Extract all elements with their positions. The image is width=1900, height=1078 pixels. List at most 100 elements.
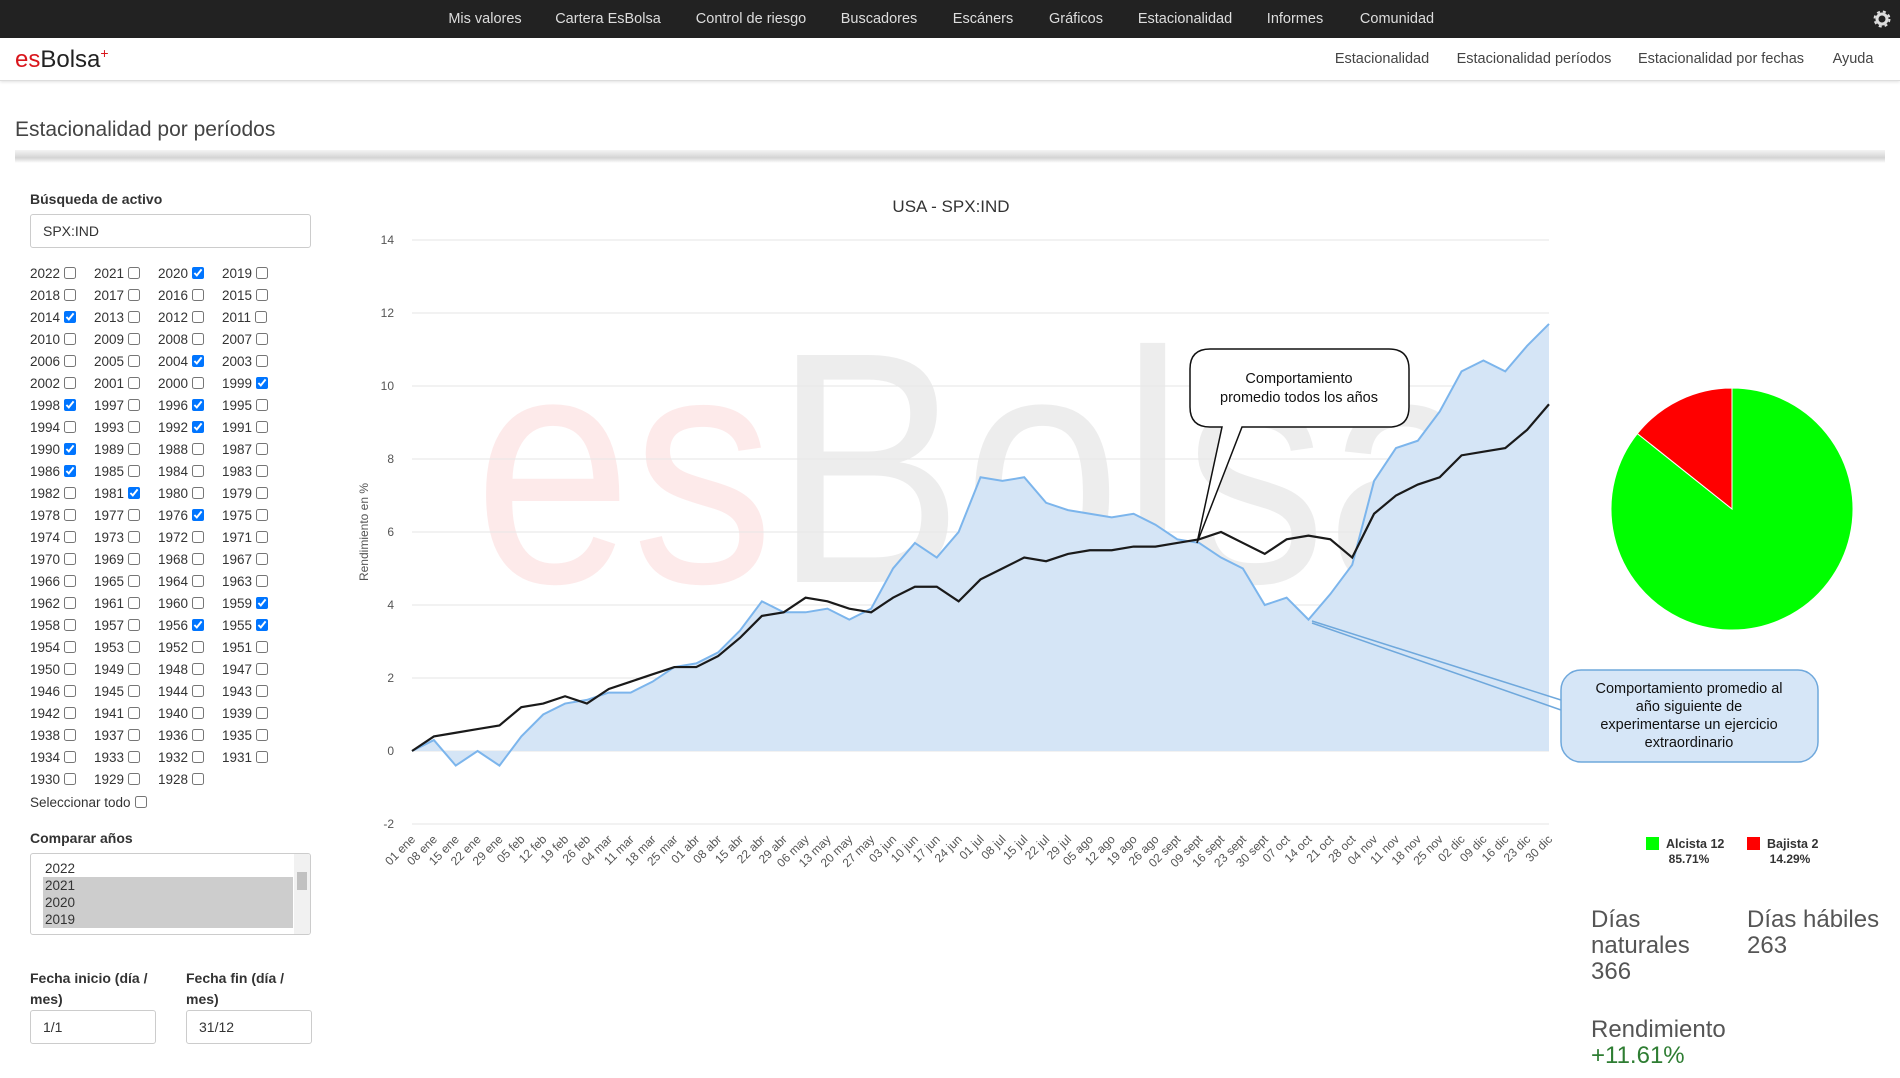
year-option[interactable]: 1976	[158, 508, 205, 523]
year-option[interactable]: 1972	[158, 530, 205, 545]
nav-item[interactable]: Informes	[1266, 11, 1324, 27]
year-checkbox[interactable]	[192, 553, 205, 565]
year-option[interactable]: 1974	[30, 530, 77, 545]
year-checkbox[interactable]	[192, 289, 205, 301]
year-option[interactable]: 1929	[94, 772, 141, 787]
year-checkbox[interactable]	[192, 443, 205, 455]
year-checkbox[interactable]	[256, 377, 269, 389]
year-option[interactable]: 2002	[30, 376, 77, 391]
year-checkbox[interactable]	[192, 487, 205, 499]
year-option[interactable]: 1940	[158, 706, 205, 721]
year-checkbox[interactable]	[64, 289, 77, 301]
year-option[interactable]: 1935	[222, 728, 269, 743]
year-checkbox[interactable]	[128, 267, 141, 279]
year-checkbox[interactable]	[128, 509, 141, 521]
year-option[interactable]: 1947	[222, 662, 269, 677]
year-checkbox[interactable]	[192, 509, 205, 521]
year-checkbox[interactable]	[192, 773, 205, 785]
year-checkbox[interactable]	[192, 597, 205, 609]
year-option[interactable]: 2000	[158, 376, 205, 391]
year-option[interactable]: 2013	[94, 310, 141, 325]
year-checkbox[interactable]	[256, 685, 269, 697]
year-checkbox[interactable]	[128, 751, 141, 763]
year-option[interactable]: 2008	[158, 332, 205, 347]
year-checkbox[interactable]	[256, 751, 269, 763]
year-option[interactable]: 1990	[30, 442, 77, 457]
year-option[interactable]: 1939	[222, 706, 269, 721]
year-option[interactable]: 1933	[94, 750, 141, 765]
year-checkbox[interactable]	[192, 465, 205, 477]
year-option[interactable]: 2021	[94, 266, 141, 281]
compare-option[interactable]: 2019	[43, 911, 293, 928]
year-option[interactable]: 1986	[30, 464, 77, 479]
year-checkbox[interactable]	[64, 751, 77, 763]
year-checkbox[interactable]	[256, 487, 269, 499]
year-checkbox[interactable]	[256, 289, 269, 301]
year-option[interactable]: 1948	[158, 662, 205, 677]
year-option[interactable]: 1982	[30, 486, 77, 501]
year-checkbox[interactable]	[192, 377, 205, 389]
nav-item[interactable]: Buscadores	[840, 11, 918, 27]
settings-icon[interactable]	[1872, 9, 1892, 29]
year-checkbox[interactable]	[64, 509, 77, 521]
year-option[interactable]: 1938	[30, 728, 77, 743]
year-option[interactable]: 1987	[222, 442, 269, 457]
year-checkbox[interactable]	[128, 729, 141, 741]
year-checkbox[interactable]	[64, 729, 77, 741]
search-input[interactable]: SPX:IND	[30, 214, 311, 248]
year-option[interactable]: 1958	[30, 618, 77, 633]
year-option[interactable]: 1966	[30, 574, 77, 589]
year-checkbox[interactable]	[128, 685, 141, 697]
year-checkbox[interactable]	[128, 619, 141, 631]
nav-item[interactable]: Control de riesgo	[695, 11, 807, 27]
year-option[interactable]: 1951	[222, 640, 269, 655]
year-checkbox[interactable]	[192, 619, 205, 631]
year-option[interactable]: 1965	[94, 574, 141, 589]
year-checkbox[interactable]	[256, 465, 269, 477]
nav-item[interactable]: Gráficos	[1049, 11, 1103, 27]
year-option[interactable]: 1967	[222, 552, 269, 567]
year-checkbox[interactable]	[128, 663, 141, 675]
year-option[interactable]: 1991	[222, 420, 269, 435]
year-option[interactable]: 1950	[30, 662, 77, 677]
year-option[interactable]: 1978	[30, 508, 77, 523]
year-checkbox[interactable]	[64, 443, 77, 455]
year-checkbox[interactable]	[256, 267, 269, 279]
year-option[interactable]: 1930	[30, 772, 77, 787]
year-option[interactable]: 1954	[30, 640, 77, 655]
year-checkbox[interactable]	[192, 399, 205, 411]
end-input[interactable]: 31/12	[186, 1010, 312, 1044]
year-checkbox[interactable]	[128, 487, 141, 499]
year-checkbox[interactable]	[256, 553, 269, 565]
year-checkbox[interactable]	[128, 289, 141, 301]
year-option[interactable]: 1975	[222, 508, 269, 523]
year-option[interactable]: 2017	[94, 288, 141, 303]
year-checkbox[interactable]	[128, 443, 141, 455]
year-option[interactable]: 1941	[94, 706, 141, 721]
year-option[interactable]: 1934	[30, 750, 77, 765]
select-all[interactable]: Seleccionar todo	[30, 795, 147, 810]
year-checkbox[interactable]	[128, 399, 141, 411]
year-option[interactable]: 1995	[222, 398, 269, 413]
year-checkbox[interactable]	[128, 531, 141, 543]
year-option[interactable]: 1937	[94, 728, 141, 743]
year-checkbox[interactable]	[192, 311, 205, 323]
year-option[interactable]: 1983	[222, 464, 269, 479]
year-checkbox[interactable]	[128, 355, 141, 367]
year-option[interactable]: 1936	[158, 728, 205, 743]
compare-option[interactable]: 2021	[43, 877, 293, 894]
year-checkbox[interactable]	[192, 531, 205, 543]
year-option[interactable]: 1970	[30, 552, 77, 567]
year-checkbox[interactable]	[64, 465, 77, 477]
year-checkbox[interactable]	[256, 575, 269, 587]
year-checkbox[interactable]	[128, 641, 141, 653]
year-option[interactable]: 1979	[222, 486, 269, 501]
year-checkbox[interactable]	[128, 773, 141, 785]
year-option[interactable]: 1961	[94, 596, 141, 611]
year-option[interactable]: 1963	[222, 574, 269, 589]
year-checkbox[interactable]	[255, 311, 268, 323]
year-option[interactable]: 1952	[158, 640, 205, 655]
year-option[interactable]: 1994	[30, 420, 77, 435]
year-checkbox[interactable]	[192, 267, 205, 279]
year-checkbox[interactable]	[64, 311, 77, 323]
